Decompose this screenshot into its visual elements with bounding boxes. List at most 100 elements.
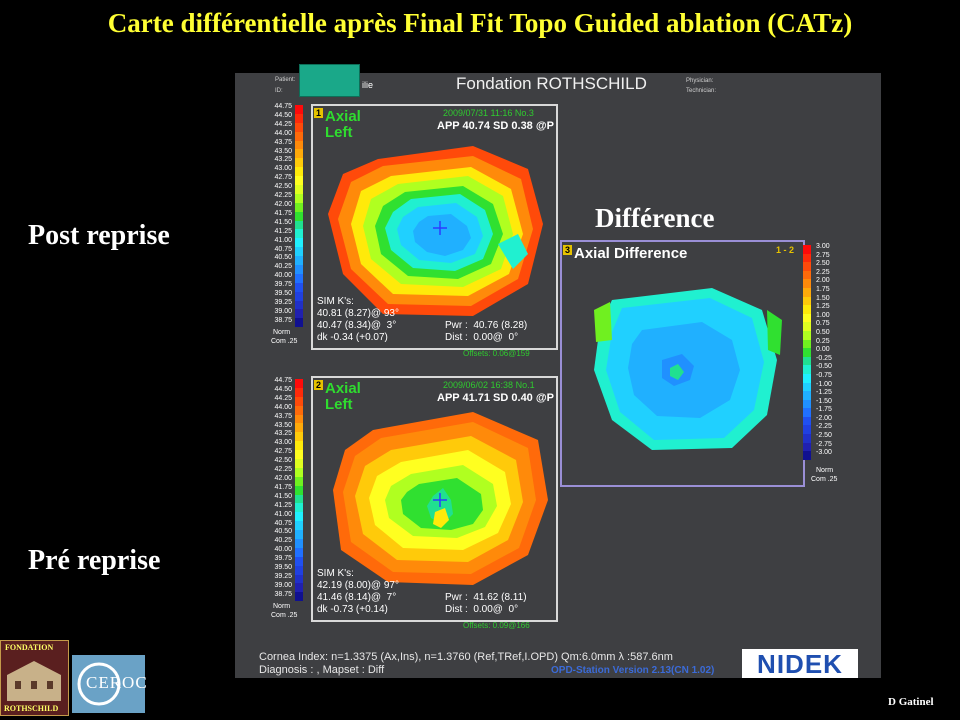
panel-title: Fondation ROTHSCHILD	[456, 74, 647, 93]
scale-swatch	[295, 105, 303, 114]
scale-swatch	[295, 113, 303, 123]
redaction-patch	[299, 64, 360, 97]
technician-label: Technician:	[686, 88, 717, 94]
ceroc-text: CEROC	[86, 673, 148, 692]
scale-swatch	[803, 339, 811, 349]
scale-swatch	[295, 158, 303, 168]
topography-map-difference	[594, 288, 782, 450]
scale-tick-label: -1.50	[816, 397, 832, 405]
scale-tick-label: 43.25	[274, 156, 292, 164]
scale-tick-label: 44.00	[274, 403, 292, 411]
scale-tick-label: 40.75	[274, 519, 292, 527]
scale-swatch	[295, 414, 303, 424]
scale-swatch	[803, 416, 811, 426]
pwr-value: Pwr : 40.76 (8.28)	[445, 320, 528, 331]
dist-value: Dist : 0.00@ 0°	[445, 604, 519, 615]
scale-swatch	[295, 441, 303, 451]
map-pre-reprise[interactable]: 2 Axial Left 2009/06/02 16:38 No.1 APP 4…	[311, 376, 558, 622]
scale-swatch	[803, 287, 811, 297]
scale-tick-label: 40.50	[274, 528, 292, 536]
scale-swatch	[803, 262, 811, 271]
scale-tick-label: 39.00	[274, 307, 292, 315]
scale-tick-label: 41.00	[274, 236, 292, 244]
map-type-line1: Axial	[325, 108, 361, 125]
scale-swatch	[295, 131, 303, 141]
sim-k1: 40.81 (8.27)@ 93°	[317, 308, 399, 319]
scale-swatch	[803, 391, 811, 400]
scale-swatch	[295, 318, 303, 328]
scale-swatch	[295, 565, 303, 575]
scale-tick-label: 44.75	[274, 103, 292, 110]
scale-tick-label: -0.75	[816, 371, 832, 379]
scale-swatch	[803, 322, 811, 331]
scale-tick-label: 2.25	[816, 268, 830, 276]
map-difference[interactable]: 3 Axial Difference 1 - 2	[560, 240, 805, 487]
scale-tick-label: 41.75	[274, 209, 292, 217]
scale-swatch	[295, 140, 303, 150]
scale-swatch	[295, 432, 303, 442]
patient-label: Patient:	[275, 77, 296, 83]
scale-swatch	[803, 348, 811, 357]
scale-swatch	[803, 296, 811, 306]
map-type-line2: Left	[325, 124, 353, 141]
diff-tag: 1 - 2	[776, 245, 795, 255]
scale-tick-label: 39.00	[274, 581, 292, 589]
scale-swatch	[803, 382, 811, 392]
map-number: 1	[314, 108, 323, 118]
map-post-reprise[interactable]: 1 Axial Left 2009/07/31 11:16 No.3 APP 4…	[311, 104, 558, 350]
scale-tick-label: 40.00	[274, 546, 292, 554]
author-credit: D Gatinel	[888, 696, 934, 708]
scale-tick-label: 0.50	[816, 328, 830, 336]
scale-swatch	[295, 247, 303, 257]
scale-swatch	[295, 396, 303, 406]
slide-title: Carte différentielle après Final Fit Top…	[107, 8, 853, 38]
scale-swatch	[803, 373, 811, 383]
map-app: APP 40.74 SD 0.38 @P	[437, 120, 554, 132]
scale-tick-label: 42.25	[274, 466, 292, 474]
scale-tick-label: 41.50	[274, 218, 292, 226]
scale-swatch	[295, 547, 303, 557]
scale-swatch	[295, 193, 303, 203]
scale-swatch	[295, 467, 303, 477]
scale-tick-label: 44.25	[274, 120, 292, 128]
scale-swatch	[295, 291, 303, 301]
sim-k1: 42.19 (8.00)@ 97°	[317, 580, 399, 591]
scale-tick-label: -2.25	[816, 423, 832, 431]
scale-labels-diff: 3.00 2.75 2.50 2.25 2.00 1.75 1.50 1.25 1.00 0.75…	[816, 243, 832, 458]
sim-k2: 41.46 (8.14)@ 7°	[317, 592, 397, 603]
scale-swatch	[803, 330, 811, 340]
scale-tick-label: 42.00	[274, 200, 292, 208]
scale-swatch	[803, 270, 811, 280]
scale-tick-label: 44.00	[274, 129, 292, 137]
scale-tick-label: 43.00	[274, 165, 292, 173]
scale-norm-diff: Norm	[816, 467, 834, 474]
sim-dk: dk -0.34 (+0.07)	[317, 332, 388, 343]
topography-map-post	[328, 146, 543, 316]
scale-tick-label: 38.75	[274, 590, 292, 598]
scale-tick-label: -1.00	[816, 380, 832, 388]
sim-k2: 40.47 (8.34)@ 3°	[317, 320, 397, 331]
scale-swatch	[295, 379, 303, 388]
scale-swatch	[803, 279, 811, 288]
patient-value: ilie	[362, 80, 374, 90]
scale-bar-top	[295, 105, 303, 328]
scale-tick-label: -2.00	[816, 414, 832, 422]
scale-com-bottom: Com .25	[271, 612, 298, 619]
scale-tick-label: 42.50	[274, 457, 292, 465]
scale-swatch	[295, 530, 303, 540]
scale-swatch	[295, 176, 303, 186]
software-version: OPD-Station Version 2.13(CN 1.02)	[551, 665, 715, 676]
scale-tick-label: -2.50	[816, 432, 832, 440]
scale-tick-label: 43.50	[274, 421, 292, 429]
offsets-post: Offsets: 0.06@159	[463, 349, 530, 358]
scale-tick-label: 40.00	[274, 272, 292, 280]
scale-swatch	[295, 265, 303, 274]
scale-tick-label: 41.50	[274, 492, 292, 500]
scale-swatch	[295, 238, 303, 248]
scale-tick-label: 39.75	[274, 555, 292, 563]
scale-swatch	[295, 485, 303, 495]
scale-tick-label: 42.25	[274, 192, 292, 200]
scale-bar-diff	[803, 245, 811, 460]
scale-tick-label: 0.00	[816, 346, 830, 354]
scale-tick-label: 42.75	[274, 448, 292, 456]
